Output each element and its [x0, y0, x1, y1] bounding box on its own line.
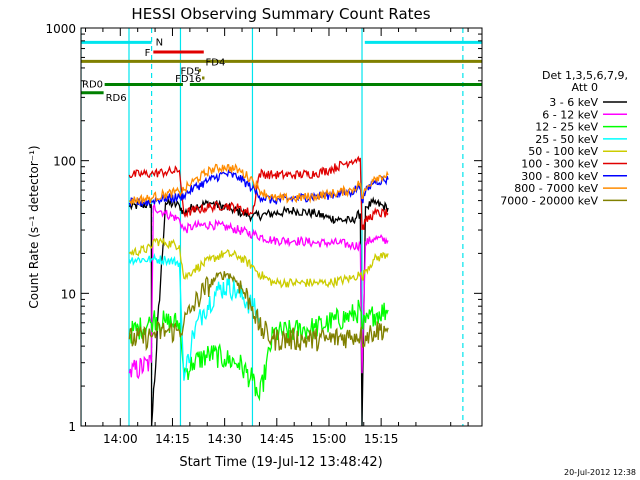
x-axis: 14:00 14:15 14:30 14:45 15:00 15:15 — [85, 28, 469, 446]
series-line — [128, 237, 389, 289]
legend-label: 800 - 7000 keV — [514, 182, 598, 195]
y-axis: 1 10 100 1000 — [45, 22, 482, 434]
series-line — [128, 252, 261, 381]
legend-label: 7000 - 20000 keV — [500, 194, 598, 207]
series-line — [128, 163, 389, 206]
flag-label: FD16 — [175, 74, 201, 85]
timestamp: 20-Jul-2012 12:38 — [564, 468, 636, 477]
flag-label: F — [145, 48, 151, 59]
flag-label: N — [156, 37, 163, 48]
series-line — [128, 202, 389, 380]
x-tick-label: 15:15 — [364, 432, 399, 446]
legend-label: 100 - 300 keV — [521, 158, 598, 171]
series-line — [128, 155, 389, 231]
x-tick-label: 15:00 — [312, 432, 347, 446]
y-tick-label: 100 — [53, 155, 76, 169]
chart-title: HESSI Observing Summary Count Rates — [131, 5, 430, 23]
legend-label: 6 - 12 keV — [542, 108, 598, 121]
series-line — [128, 271, 389, 352]
y-tick-label: 10 — [61, 287, 76, 301]
plot-frame — [80, 27, 483, 427]
legend-label: 3 - 6 keV — [549, 96, 598, 109]
y-tick-label: 1000 — [45, 22, 76, 36]
y-tick-label: 1 — [68, 420, 76, 434]
legend-header-line-1: Det 1,3,5,6,7,9, — [542, 69, 628, 82]
series-line — [128, 196, 389, 426]
x-tick-label: 14:15 — [155, 432, 190, 446]
series-line — [128, 299, 389, 402]
flag-label: FD4 — [206, 57, 226, 68]
legend-header-line-2: Att 0 — [572, 81, 598, 94]
flag-label: RD0 — [82, 80, 103, 91]
x-tick-label: 14:00 — [103, 432, 138, 446]
x-tick-label: 14:30 — [207, 432, 242, 446]
flag-label: RD6 — [106, 93, 127, 104]
x-tick-label: 14:45 — [260, 432, 295, 446]
y-axis-label: Count Rate (s⁻¹ detector⁻¹) — [27, 145, 41, 308]
cyan-marker-lines — [81, 28, 464, 426]
legend-label: 12 - 25 keV — [535, 121, 598, 134]
legend-label: 300 - 800 keV — [521, 170, 598, 183]
flag-label: FD5 — [180, 66, 200, 77]
series-layer — [128, 155, 389, 426]
legend-label: 50 - 100 keV — [528, 145, 598, 158]
legend-label: 25 - 50 keV — [535, 133, 598, 146]
x-axis-label: Start Time (19-Jul-12 13:48:42) — [179, 455, 382, 470]
